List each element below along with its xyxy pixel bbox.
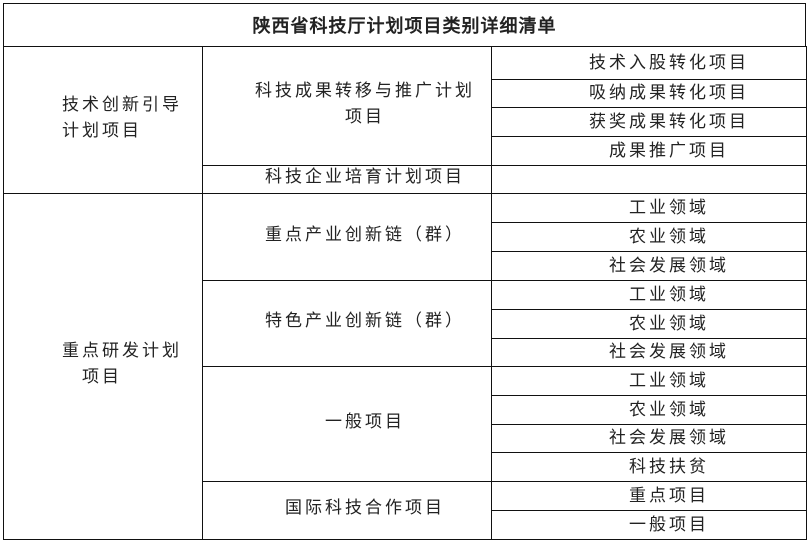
subcategory-cell: 一般项目 [202, 366, 492, 482]
item-label: 重点项目 [629, 485, 709, 506]
item-label: 工业领域 [629, 284, 709, 305]
item-label: 社会发展领域 [609, 342, 729, 362]
category-cell: 重点研发计划项目 [3, 193, 203, 540]
item-label: 社会发展领域 [609, 255, 729, 276]
item-label: 技术入股转化项目 [589, 52, 749, 73]
item-label: 农业领域 [629, 226, 709, 247]
item-label: 农业领域 [629, 399, 709, 420]
category-label: 重点研发计划 [62, 341, 182, 361]
item-cell: 技术入股转化项目 [491, 46, 807, 80]
item-cell: 农业领域 [491, 309, 807, 339]
item-label: 工业领域 [629, 370, 709, 391]
item-cell: 工业领域 [491, 366, 807, 396]
item-cell: 工业领域 [491, 280, 807, 310]
item-cell: 社会发展领域 [491, 424, 807, 453]
item-label: 一般项目 [629, 514, 709, 535]
item-label: 吸纳成果转化项目 [589, 83, 749, 103]
title-cell: 陕西省科技厅计划项目类别详细清单 [3, 3, 806, 47]
subcategory-cell: 国际科技合作项目 [202, 481, 492, 540]
subcategory-label: 重点产业创新链（群） [265, 224, 465, 245]
item-cell: 吸纳成果转化项目 [491, 79, 807, 108]
subcategory-cell: 科技成果转移与推广计划 项目 [202, 46, 492, 166]
item-cell: 农业领域 [491, 395, 807, 425]
subcategory-cell: 重点产业创新链（群） [202, 193, 492, 281]
subcategory-label: 科技企业培育计划项目 [265, 167, 465, 187]
item-cell: 社会发展领域 [491, 338, 807, 367]
category-label: 技术创新引导 [62, 94, 182, 115]
item-cell [491, 165, 807, 194]
item-label: 社会发展领域 [609, 428, 729, 448]
item-cell: 重点项目 [491, 481, 807, 511]
item-cell: 获奖成果转化项目 [491, 107, 807, 137]
subcategory-label: 国际科技合作项目 [285, 498, 445, 518]
item-label: 成果推广项目 [609, 140, 729, 161]
subcategory-cell: 科技企业培育计划项目 [202, 165, 492, 194]
category-label: 项目 [82, 367, 122, 387]
item-label: 农业领域 [629, 313, 709, 334]
subcategory-label: 特色产业创新链（群） [265, 311, 465, 331]
category-cell: 技术创新引导 计划项目 [3, 46, 203, 194]
item-cell: 一般项目 [491, 510, 807, 540]
item-cell: 工业领域 [491, 193, 807, 223]
item-label: 科技扶贫 [629, 456, 709, 477]
subcategory-cell: 特色产业创新链（群） [202, 280, 492, 367]
item-label: 工业领域 [629, 197, 709, 218]
table-title: 陕西省科技厅计划项目类别详细清单 [252, 16, 557, 37]
subcategory-label: 科技成果转移与推广计划 [255, 80, 475, 101]
item-cell: 社会发展领域 [491, 251, 807, 281]
item-cell: 农业领域 [491, 222, 807, 252]
subcategory-label: 项目 [345, 106, 385, 127]
item-cell: 科技扶贫 [491, 452, 807, 482]
item-cell: 成果推广项目 [491, 136, 807, 166]
item-label: 获奖成果转化项目 [589, 111, 749, 132]
subcategory-label: 一般项目 [325, 411, 405, 432]
category-label: 计划项目 [62, 120, 142, 141]
